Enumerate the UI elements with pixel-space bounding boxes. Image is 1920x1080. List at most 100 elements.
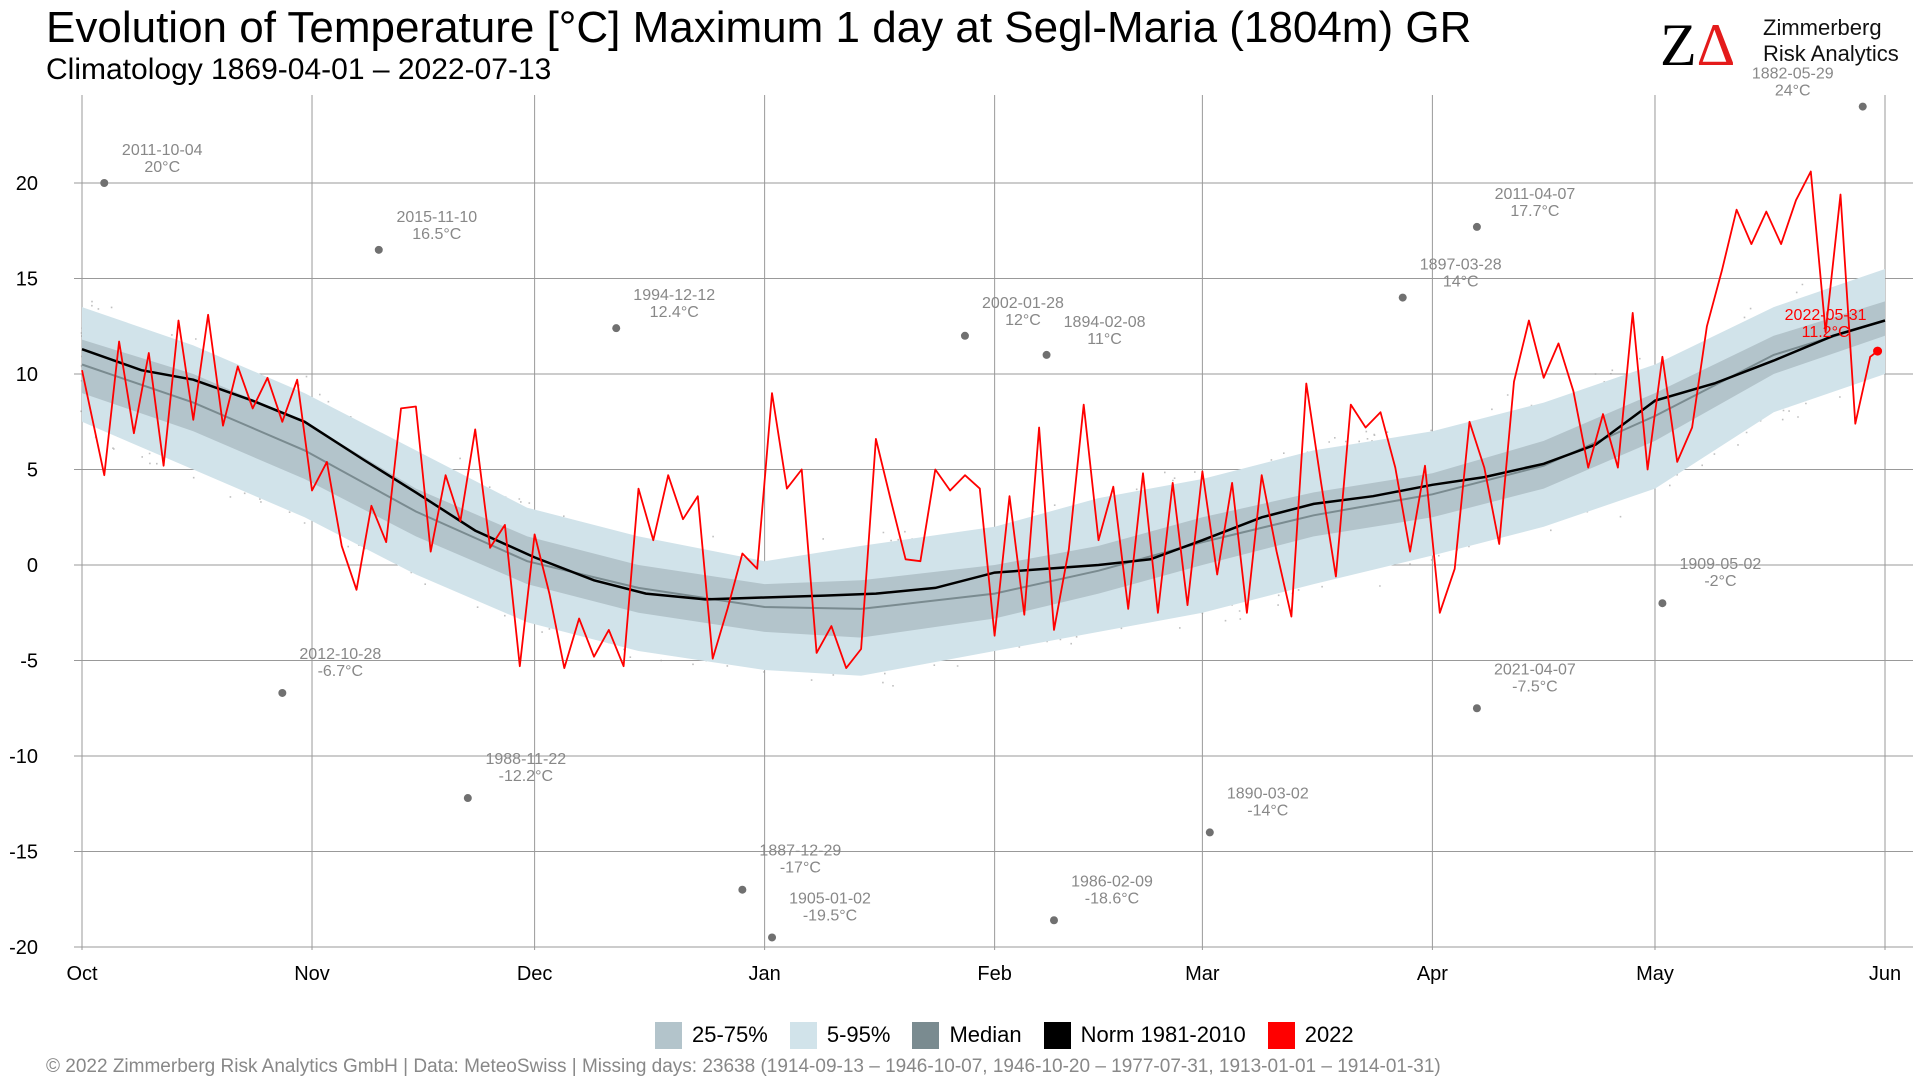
logo-mark-icon: ZΔ bbox=[1660, 12, 1735, 72]
x-tick-label: Oct bbox=[66, 963, 98, 985]
record-date-label: 2011-04-07 bbox=[1495, 186, 1576, 203]
record-value-label: -18.6°C bbox=[1085, 890, 1139, 907]
record-point bbox=[100, 179, 109, 187]
y-tick-label: -10 bbox=[9, 746, 38, 768]
record-point bbox=[1858, 102, 1867, 111]
logo-mark-text: ZΔ bbox=[1660, 12, 1735, 72]
record-point bbox=[1049, 916, 1058, 925]
y-tick-label: 20 bbox=[16, 173, 38, 195]
legend-swatch-median bbox=[912, 1021, 940, 1049]
y-tick-label: 10 bbox=[16, 364, 38, 386]
x-tick-label: May bbox=[1636, 963, 1674, 985]
y-tick-label: -5 bbox=[20, 651, 38, 673]
chart-subtitle: Climatology 1869-04-01 – 2022-07-13 bbox=[46, 53, 552, 86]
x-tick-label: Mar bbox=[1185, 963, 1220, 985]
record-point bbox=[768, 933, 777, 942]
record-value-label: -14°C bbox=[1247, 802, 1288, 819]
record-date-label: 2002-01-28 bbox=[982, 295, 1064, 312]
latest-value-label: 11.2°C bbox=[1802, 324, 1850, 341]
legend-label-25-75: 25-75% bbox=[692, 1022, 768, 1047]
record-point bbox=[1398, 293, 1407, 302]
latest-date-label: 2022-05-31 bbox=[1785, 307, 1867, 324]
y-tick-label: -15 bbox=[9, 842, 38, 864]
record-value-label: 12°C bbox=[1005, 312, 1041, 329]
plot-background bbox=[0, 95, 1920, 950]
legend-swatch-2022 bbox=[1267, 1021, 1295, 1049]
y-tick-label: 15 bbox=[16, 269, 38, 291]
record-point bbox=[612, 324, 621, 333]
legend-item-median: Median bbox=[912, 1021, 1022, 1049]
record-point bbox=[1658, 599, 1667, 608]
record-date-label: 1894-02-08 bbox=[1064, 314, 1146, 331]
legend-item-norm: Norm 1981-2010 bbox=[1043, 1021, 1246, 1049]
y-tick-label: -20 bbox=[9, 937, 38, 959]
record-date-label: 1994-12-12 bbox=[633, 287, 715, 304]
axis-labels: -20 -15 -10 -5 0 5 10 15 20 Oct Nov Dec Jan Feb Mar Apr… bbox=[9, 173, 1901, 985]
series-lines bbox=[81, 170, 1886, 669]
latest-point bbox=[1873, 346, 1883, 356]
record-value-label: 17.7°C bbox=[1510, 203, 1559, 220]
legend-item-5-95: 5-95% bbox=[789, 1021, 891, 1049]
record-value-label: -6.7°C bbox=[318, 663, 364, 680]
x-tick-label: Nov bbox=[294, 963, 330, 985]
record-date-label: 2012-10-28 bbox=[299, 646, 381, 663]
norm-line bbox=[81, 319, 1886, 601]
grid-lines bbox=[74, 95, 1913, 950]
legend-label-norm: Norm 1981-2010 bbox=[1080, 1022, 1246, 1047]
legend-swatch-norm bbox=[1043, 1021, 1071, 1049]
record-value-label: 24°C bbox=[1775, 83, 1811, 100]
record-date-label: 1986-02-09 bbox=[1071, 873, 1153, 890]
record-point bbox=[1042, 350, 1051, 359]
record-value-label: -12.2°C bbox=[499, 768, 553, 785]
legend-item-25-75: 25-75% bbox=[655, 1021, 768, 1049]
record-date-label: 1909-05-02 bbox=[1679, 556, 1761, 573]
record-date-label: 2015-11-10 bbox=[396, 209, 477, 226]
record-date-label: 1890-03-02 bbox=[1227, 785, 1309, 802]
footer-credits: © 2022 Zimmerberg Risk Analytics GmbH | … bbox=[46, 1056, 1441, 1077]
record-value-label: 14°C bbox=[1443, 274, 1479, 291]
record-date-label: 1905-01-02 bbox=[789, 890, 871, 907]
record-value-label: -17°C bbox=[780, 860, 821, 877]
legend-label-median: Median bbox=[949, 1022, 1022, 1047]
record-date-label: 1988-11-22 bbox=[485, 751, 566, 768]
record-point bbox=[1205, 828, 1214, 837]
x-tick-label: Jun bbox=[1869, 963, 1901, 985]
x-tick-label: Dec bbox=[517, 963, 553, 985]
record-value-label: 12.4°C bbox=[650, 304, 699, 321]
legend-label-5-95: 5-95% bbox=[826, 1022, 891, 1047]
record-point bbox=[960, 331, 969, 340]
record-value-label: 16.5°C bbox=[412, 226, 461, 243]
record-point bbox=[1472, 704, 1481, 713]
record-point bbox=[1472, 222, 1481, 231]
record-value-label: 20°C bbox=[144, 159, 180, 176]
record-point bbox=[278, 688, 287, 697]
y-tick-label: 5 bbox=[27, 460, 38, 482]
record-point bbox=[463, 794, 472, 803]
record-value-label: 11°C bbox=[1087, 331, 1122, 348]
legend-swatch-25-75 bbox=[655, 1021, 682, 1049]
x-tick-label: Apr bbox=[1417, 963, 1448, 985]
record-date-label: 1882-05-29 bbox=[1752, 66, 1834, 83]
x-tick-label: Feb bbox=[977, 963, 1011, 985]
record-date-label: 1897-03-28 bbox=[1420, 257, 1502, 274]
legend-item-2022: 2022 bbox=[1267, 1021, 1354, 1049]
record-value-label: -7.5°C bbox=[1512, 678, 1558, 695]
record-value-label: -2°C bbox=[1704, 573, 1736, 590]
series-2022-line bbox=[81, 170, 1879, 669]
record-date-label: 2021-04-07 bbox=[1494, 661, 1576, 678]
record-date-label: 2011-10-04 bbox=[122, 142, 203, 159]
y-tick-label: 0 bbox=[27, 555, 38, 577]
record-date-label: 1887-12-29 bbox=[759, 843, 841, 860]
legend-label-2022: 2022 bbox=[1304, 1022, 1354, 1047]
legend-swatch-5-95 bbox=[789, 1021, 817, 1049]
record-value-label: -19.5°C bbox=[803, 907, 857, 924]
chart-legend: 25-75% 5-95% Median Norm 1981-2010 2022 bbox=[655, 1020, 1376, 1050]
record-point bbox=[374, 245, 383, 254]
chart-title: Evolution of Temperature [°C] Maximum 1 … bbox=[46, 3, 1472, 52]
logo-text-line1: Zimmerberg bbox=[1763, 15, 1882, 40]
zimmerberg-logo: ZΔ Zimmerberg Risk Analytics bbox=[1660, 12, 1900, 72]
record-point bbox=[738, 885, 747, 894]
x-tick-label: Jan bbox=[748, 963, 780, 985]
